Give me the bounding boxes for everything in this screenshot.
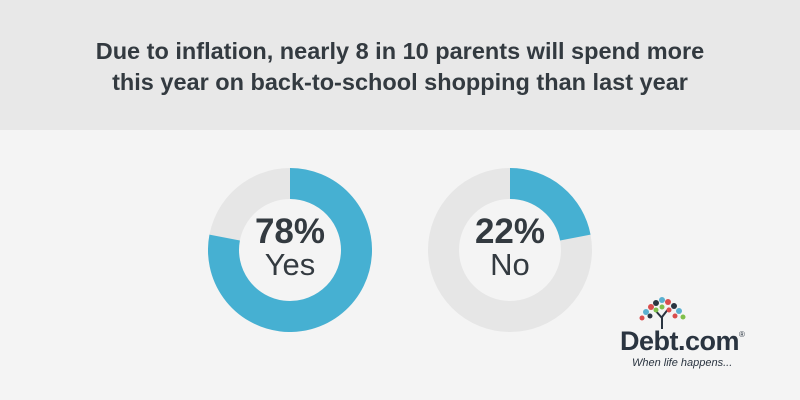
donut-value-yes: 78% bbox=[254, 212, 326, 251]
donut-arc-no bbox=[509, 168, 591, 242]
logo-brand-name: Debt.com bbox=[620, 326, 740, 356]
donut-svg-no bbox=[428, 168, 592, 332]
header-band: Due to inflation, nearly 8 in 10 parents… bbox=[0, 0, 800, 130]
logo-brand-text: Debt.com® bbox=[620, 326, 745, 357]
donut-svg-yes bbox=[208, 168, 372, 332]
donut-label-no: No bbox=[490, 247, 530, 282]
chart-title: Due to inflation, nearly 8 in 10 parents… bbox=[0, 36, 800, 98]
logo-tagline: When life happens... bbox=[632, 357, 733, 369]
donut-arc-yes bbox=[208, 168, 372, 332]
donut-label-yes: Yes bbox=[264, 247, 316, 282]
tree-logo-icon bbox=[639, 297, 686, 329]
donut-chart-no: 22% No bbox=[428, 168, 592, 332]
title-line-2: this year on back-to-school shopping tha… bbox=[112, 69, 688, 95]
title-line-1: Due to inflation, nearly 8 in 10 parents… bbox=[95, 38, 705, 64]
registered-mark: ® bbox=[739, 330, 745, 339]
debt-com-logo: Debt.com® When life happens... bbox=[600, 296, 770, 376]
donut-chart-yes: 78% Yes bbox=[208, 168, 372, 332]
donut-value-no: 22% bbox=[474, 212, 546, 251]
